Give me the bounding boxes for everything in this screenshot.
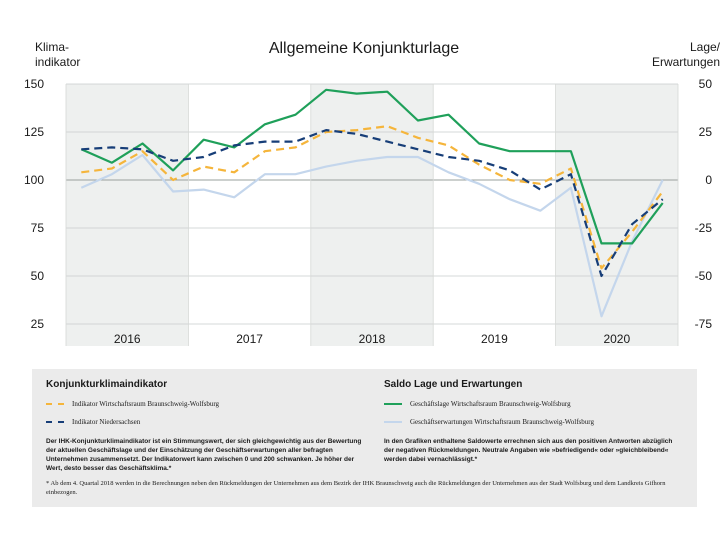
y-tick-right: 50 (699, 77, 713, 91)
line-chart: 150 125 100 75 50 25 50 25 0 -25 -50 -75 2016 2017 201… (24, 77, 713, 346)
legend-item-indikator-bs-wob: Indikator Wirtschaftsraum Braunschweig-W… (46, 400, 219, 408)
x-tick-label: 2020 (603, 332, 630, 346)
right-axis-label-line2: Erwartungen (651, 55, 720, 69)
legend-right-heading: Saldo Lage und Erwartungen (384, 379, 523, 390)
x-tick-label: 2017 (236, 332, 263, 346)
legend-left-heading: Konjunkturklimaindikator (46, 379, 168, 390)
legend-item-indikator-niedersachsen: Indikator Niedersachsen (46, 418, 140, 426)
y-tick-right: 25 (699, 125, 713, 139)
series-line-2 (80, 88, 664, 245)
legend-label: Indikator Wirtschaftsraum Braunschweig-W… (72, 400, 220, 408)
y-tick-left: 125 (24, 125, 44, 139)
series-line-3 (80, 153, 664, 318)
legend-item-geschaeftserwartungen: Geschäftserwartungen Wirtschaftsraum Bra… (384, 418, 594, 426)
legend-swatch-lightblue (384, 421, 402, 423)
year-band-2020 (555, 84, 678, 346)
footnote: * Ab dem 4. Quartal 2018 werden in die B… (46, 480, 666, 496)
y-tick-left: 75 (31, 221, 45, 235)
legend-label: Geschäftslage Wirtschaftsraum Braunschwe… (410, 400, 571, 408)
legend-label: Indikator Niedersachsen (72, 418, 141, 426)
right-axis-label-line1: Lage/ (689, 40, 720, 54)
y-tick-left: 100 (24, 173, 44, 187)
y-tick-right: -75 (695, 317, 713, 331)
legend-item-geschaeftslage: Geschäftslage Wirtschaftsraum Braunschwe… (384, 400, 571, 408)
y-tick-right: 0 (705, 173, 712, 187)
legend-panel: Konjunkturklimaindikator Indikator Wirts… (32, 369, 697, 507)
legend-swatch-green (384, 403, 402, 405)
left-axis-label-line1: Klima- (35, 40, 70, 54)
year-band-2018 (310, 84, 434, 346)
x-tick-label: 2018 (359, 332, 386, 346)
x-tick-label: 2019 (481, 332, 508, 346)
y-tick-right: -50 (695, 269, 713, 283)
year-band-2016 (66, 84, 189, 346)
y-tick-left: 25 (31, 317, 45, 331)
legend-right-note: In den Grafiken enthaltene Saldowerte er… (384, 438, 673, 463)
x-tick-label: 2016 (114, 332, 141, 346)
right-axis-label: Lage/ Erwartungen (652, 40, 720, 70)
chart-title: Allgemeine Konjunkturlage (268, 40, 460, 57)
legend-swatch-orange-dashed (46, 403, 64, 405)
left-axis-label: Klima- indikator (35, 40, 80, 70)
legend-left-note: Der IHK-Konjunkturklimaindikator ist ein… (46, 438, 362, 472)
legend-label: Geschäftserwartungen Wirtschaftsraum Bra… (410, 418, 594, 426)
left-axis-label-line2: indikator (35, 55, 81, 69)
y-tick-left: 150 (24, 77, 44, 91)
y-tick-right: -25 (695, 221, 713, 235)
y-tick-left: 50 (31, 269, 45, 283)
legend-swatch-navy-dashed (46, 421, 64, 423)
